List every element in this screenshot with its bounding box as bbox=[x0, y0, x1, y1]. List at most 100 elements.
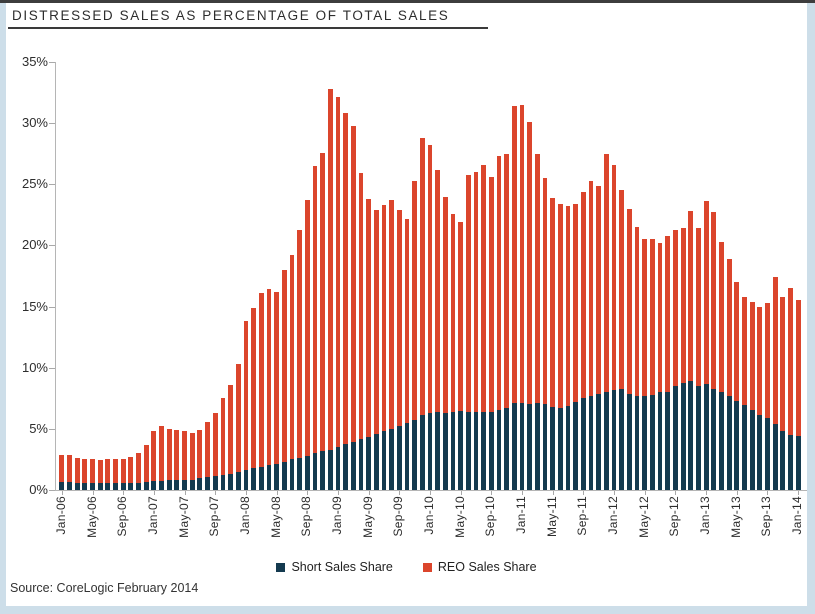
bar-segment-reo bbox=[289, 255, 295, 460]
bar-segment-short bbox=[473, 412, 479, 490]
bar-segment-reo bbox=[519, 104, 525, 404]
bar-stack bbox=[335, 97, 341, 490]
bar-segment-reo bbox=[680, 228, 686, 383]
title-rule bbox=[8, 27, 488, 29]
bar-stack bbox=[757, 306, 763, 490]
y-tick bbox=[49, 62, 55, 63]
x-tick bbox=[307, 491, 309, 495]
bar-segment-reo bbox=[481, 164, 487, 412]
bar-segment-short bbox=[166, 480, 172, 490]
x-tick bbox=[245, 491, 247, 495]
bar-stack bbox=[657, 242, 663, 490]
bar-stack bbox=[473, 172, 479, 490]
x-axis-label: Sep-07 bbox=[207, 496, 222, 537]
bar-segment-reo bbox=[297, 229, 302, 458]
bar-stack bbox=[243, 321, 249, 490]
legend-item-reo-sales: REO Sales Share bbox=[422, 560, 537, 574]
bar-segment-short bbox=[220, 474, 226, 490]
bar-segment-reo bbox=[281, 269, 287, 462]
bar-stack bbox=[458, 222, 464, 490]
bar-segment-short bbox=[251, 468, 256, 490]
bar-segment-short bbox=[320, 451, 325, 490]
bar-segment-reo bbox=[711, 212, 717, 389]
bar-segment-short bbox=[596, 394, 602, 490]
bar-segment-short bbox=[312, 453, 318, 490]
bar-segment-short bbox=[159, 480, 164, 490]
bar-segment-short bbox=[335, 446, 341, 490]
x-tick bbox=[399, 491, 401, 495]
bar-stack bbox=[320, 152, 325, 490]
bar-segment-short bbox=[128, 482, 134, 490]
bar-stack bbox=[627, 208, 632, 490]
bar-segment-reo bbox=[274, 291, 279, 464]
bar-segment-reo bbox=[373, 209, 379, 434]
bar-stack bbox=[358, 173, 364, 490]
x-tick bbox=[491, 491, 493, 495]
x-axis-label: Jan-14 bbox=[790, 496, 805, 535]
bar-segment-reo bbox=[74, 458, 80, 483]
bar-segment-short bbox=[627, 394, 632, 490]
bar-segment-short bbox=[235, 471, 241, 490]
bar-segment-short bbox=[450, 412, 456, 490]
bar-segment-short bbox=[90, 482, 95, 490]
bar-stack bbox=[166, 428, 172, 490]
x-tick bbox=[368, 491, 370, 495]
bar-segment-reo bbox=[642, 239, 648, 396]
bar-segment-short bbox=[742, 405, 747, 490]
bar-stack bbox=[673, 229, 678, 490]
bar-segment-reo bbox=[688, 211, 694, 382]
bar-stack bbox=[557, 203, 563, 490]
bar-stack bbox=[105, 459, 111, 490]
bar-stack bbox=[419, 137, 425, 490]
bar-stack bbox=[258, 293, 264, 490]
bar-segment-short bbox=[581, 398, 586, 490]
y-tick bbox=[49, 123, 55, 125]
bar-segment-short bbox=[557, 408, 563, 490]
bar-stack bbox=[680, 228, 686, 490]
bar-segment-reo bbox=[442, 196, 448, 413]
x-axis-label: Jan-08 bbox=[237, 496, 252, 535]
bar-segment-reo bbox=[542, 178, 548, 404]
y-tick bbox=[49, 245, 55, 247]
bar-stack bbox=[327, 88, 333, 490]
bar-segment-short bbox=[573, 401, 579, 490]
bar-segment-reo bbox=[343, 113, 349, 445]
x-axis-label: Sep-12 bbox=[667, 496, 682, 537]
bar-stack bbox=[726, 258, 732, 490]
bar-stack bbox=[136, 453, 141, 490]
bar-stack bbox=[373, 209, 379, 490]
bar-segment-reo bbox=[749, 301, 755, 410]
x-axis-label: May-07 bbox=[176, 496, 191, 538]
bar-stack bbox=[711, 212, 717, 490]
bar-segment-reo bbox=[174, 430, 180, 481]
bar-segment-short bbox=[719, 391, 724, 490]
x-axis-label: Jan-10 bbox=[422, 496, 436, 535]
bar-segment-reo bbox=[726, 258, 732, 397]
x-axis-label: May-10 bbox=[452, 496, 467, 538]
bar-stack bbox=[795, 300, 801, 490]
bar-stack bbox=[389, 200, 395, 490]
y-tick bbox=[49, 367, 55, 369]
bar-stack bbox=[573, 203, 579, 490]
bar-stack bbox=[642, 239, 648, 490]
bar-segment-short bbox=[435, 412, 441, 490]
bar-segment-short bbox=[381, 431, 387, 490]
bar-stack bbox=[235, 364, 241, 490]
bar-stack bbox=[128, 457, 134, 490]
bar-segment-reo bbox=[220, 398, 226, 475]
y-axis-label: 0% bbox=[29, 482, 48, 497]
bar-segment-reo bbox=[358, 173, 364, 440]
bar-stack bbox=[511, 106, 517, 490]
bar-stack bbox=[412, 180, 418, 490]
bar-segment-reo bbox=[588, 180, 594, 396]
chart-panel: DISTRESSED SALES AS PERCENTAGE OF TOTAL … bbox=[6, 3, 807, 606]
bar-segment-short bbox=[243, 469, 249, 490]
bar-stack bbox=[312, 165, 318, 490]
bar-stack bbox=[465, 174, 471, 490]
bar-segment-reo bbox=[320, 152, 325, 452]
bar-stack bbox=[734, 282, 740, 490]
bar-stack bbox=[527, 121, 533, 490]
bar-segment-reo bbox=[67, 455, 72, 483]
bar-segment-reo bbox=[634, 227, 640, 397]
bar-stack bbox=[703, 201, 709, 490]
